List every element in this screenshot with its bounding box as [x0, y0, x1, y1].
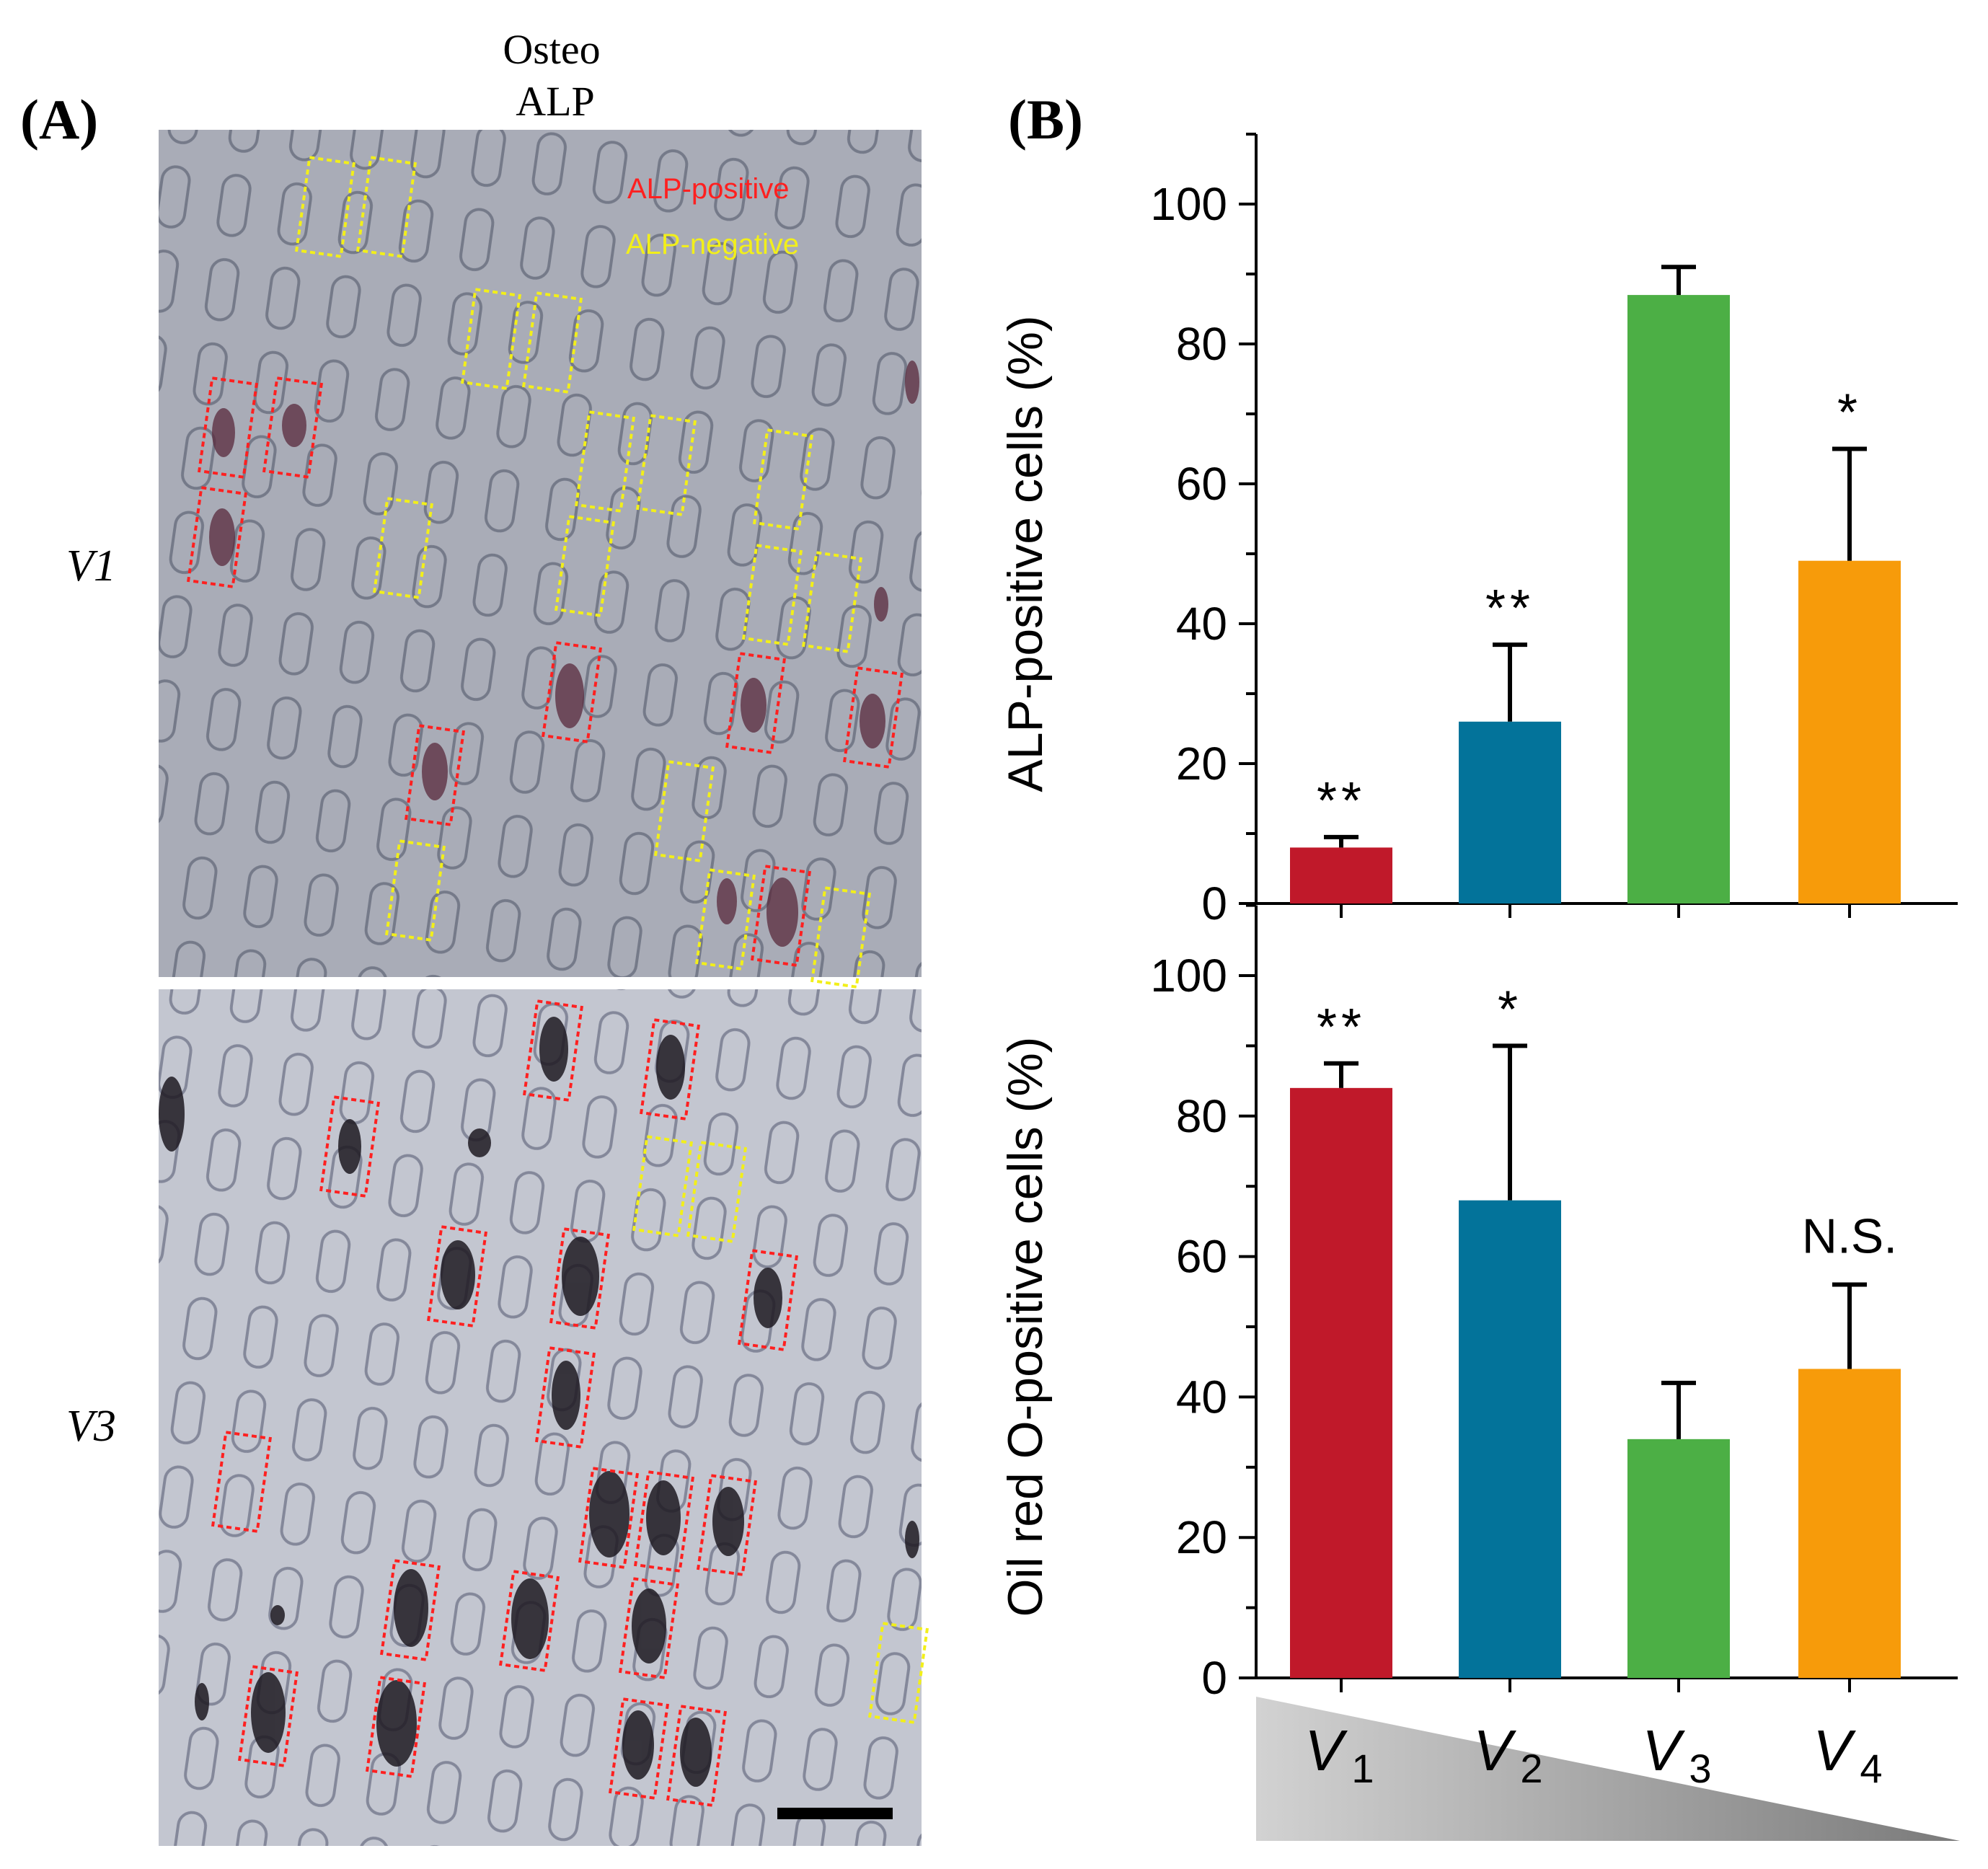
row-label-v1: V1	[66, 542, 116, 591]
chart2-annotation-V2: *	[1498, 981, 1522, 1038]
chart1-annotation-V2: **	[1485, 580, 1534, 637]
cells-v1	[209, 361, 919, 947]
x-label-sub-1: 1	[1351, 1746, 1374, 1791]
x-label-2: V	[1473, 1718, 1516, 1782]
chart-bottom: 0 20 40 60 80 100 Oil red O-positive cells (%)…	[998, 903, 1958, 1704]
chart1-ytick-label-20: 20	[1176, 738, 1227, 790]
chart1-ytick-label-40: 40	[1176, 598, 1227, 650]
chart2-bar-V1	[1290, 1087, 1392, 1678]
panel-a-label: (A)	[20, 88, 98, 151]
chart2-bar-V4	[1798, 1369, 1901, 1678]
chart1-ytick-label-60: 60	[1176, 458, 1227, 510]
chart2-ylabel: Oil red O-positive cells (%)	[998, 1037, 1053, 1617]
chart2-annotation-V4: N.S.	[1802, 1209, 1897, 1264]
x-label-sub-3: 3	[1689, 1746, 1711, 1791]
scale-bar	[777, 1808, 893, 1819]
chart2-ytick-label-100: 100	[1150, 950, 1227, 1002]
chart2-ytick-label-80: 80	[1176, 1090, 1227, 1142]
legend-alp-negative: ALP-negative	[626, 229, 799, 260]
chart1-bar-V1	[1290, 847, 1392, 903]
chart2-ytick-label-60: 60	[1176, 1231, 1227, 1283]
alp-negative-boxes-v3	[632, 1135, 929, 1724]
chart2-ytick-label-40: 40	[1176, 1371, 1227, 1423]
chart1-ytick-label-100: 100	[1150, 178, 1227, 230]
chart1-annotation-V4: *	[1837, 384, 1862, 442]
chart1-bar-V2	[1459, 721, 1561, 903]
micrograph-v3	[159, 989, 929, 1846]
chart1-ytick-label-0: 0	[1201, 878, 1227, 929]
chart2-ytick-label-0: 0	[1201, 1652, 1227, 1704]
x-label-1: V	[1304, 1718, 1348, 1782]
x-label-3: V	[1642, 1718, 1685, 1782]
header-osteo: Osteo	[503, 26, 600, 73]
chart1-ylabel: ALP-positive cells (%)	[998, 315, 1053, 792]
chart2-bar-V2	[1459, 1200, 1561, 1678]
alp-positive-boxes-v3	[211, 999, 799, 1807]
x-label-sub-4: 4	[1860, 1746, 1882, 1791]
alp-negative-boxes-v1	[294, 156, 872, 989]
chart1-bar-V3	[1627, 295, 1730, 904]
chart2-bar-V3	[1627, 1439, 1730, 1678]
gradient-wedge	[1256, 1697, 1960, 1841]
chart2-annotation-V1: **	[1317, 999, 1366, 1056]
header-alp: ALP	[516, 78, 595, 125]
chart1-bar-V4	[1798, 560, 1901, 903]
alp-positive-boxes-v1	[186, 376, 904, 967]
chart1-ytick-label-80: 80	[1176, 318, 1227, 370]
row-label-v3: V3	[66, 1402, 116, 1451]
x-label-sub-2: 2	[1520, 1746, 1542, 1791]
micrograph-v1: ALP-positive ALP-negative	[159, 130, 922, 989]
cells-v3	[159, 1017, 919, 1787]
x-label-4: V	[1813, 1718, 1856, 1782]
legend-alp-positive: ALP-positive	[627, 173, 790, 205]
panel-b-label: (B)	[1008, 88, 1083, 151]
chart1-annotation-V1: **	[1317, 772, 1366, 830]
chart2-ytick-label-20: 20	[1176, 1511, 1227, 1563]
